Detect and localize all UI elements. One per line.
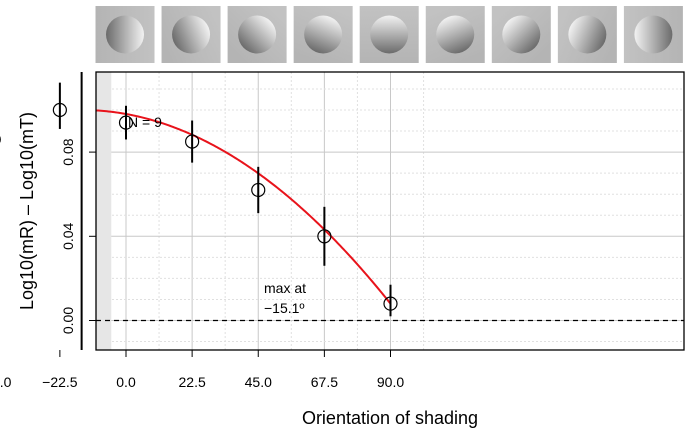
x-tick-label: −22.5 [42, 374, 78, 390]
x-axis-title: Orientation of shading [302, 408, 478, 428]
stimulus-disk [304, 15, 343, 54]
x-tick-label: 0.0 [116, 374, 136, 390]
data-point-marker [383, 296, 398, 311]
x-tick-label: −45.0 [0, 374, 12, 390]
y-tick-label: 0.04 [60, 222, 76, 249]
n-label: N = 9 [128, 114, 162, 130]
x-tick-label: 90.0 [377, 374, 404, 390]
data-point-marker [317, 229, 332, 244]
stimulus-disk [502, 15, 541, 54]
stimulus-thumbnails [95, 6, 683, 63]
stimulus-disk [568, 15, 607, 54]
data-points [0, 102, 398, 311]
data-point-marker [118, 115, 134, 130]
x-tick-label: 67.5 [311, 374, 338, 390]
max-confidence-band [96, 72, 112, 350]
stimulus-disk [370, 15, 409, 54]
max-label-line2: −15.1º [264, 300, 305, 316]
stimulus-disk [106, 15, 144, 54]
x-tick-label: 45.0 [245, 374, 272, 390]
data-point-marker [185, 134, 200, 149]
max-label-line1: max at [264, 280, 306, 296]
stimulus-disk [172, 15, 211, 54]
y-tick-label: 0.00 [60, 307, 76, 334]
y-tick-label: 0.08 [60, 138, 76, 165]
stimulus-disk [238, 15, 277, 54]
stimulus-disk [436, 15, 475, 54]
data-point-marker [52, 102, 67, 118]
error-bars [58, 82, 392, 317]
y-axis-title: Log10(mR) – Log10(mT) [17, 112, 37, 310]
x-tick-label: 22.5 [179, 374, 206, 390]
stimulus-disk [634, 15, 673, 54]
y-axis: 0.00 0.04 0.08 [60, 138, 96, 334]
x-axis: −90.0−67.5−45.0−22.50.022.545.067.590.0 [0, 350, 404, 390]
data-point-marker [251, 182, 266, 198]
